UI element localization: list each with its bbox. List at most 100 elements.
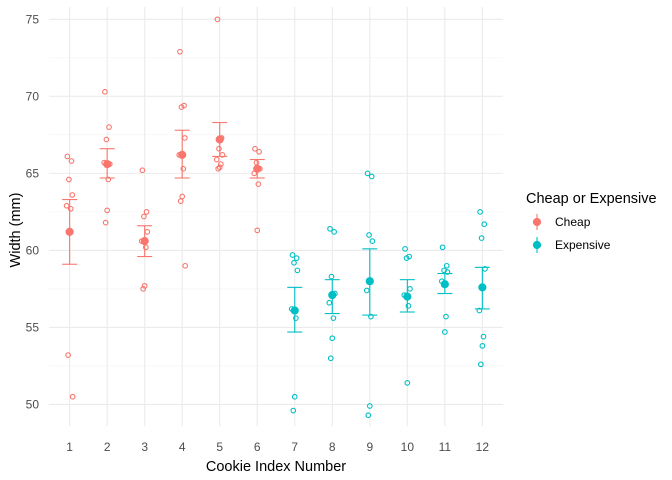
data-point xyxy=(291,259,297,266)
data-point xyxy=(479,343,486,349)
legend-key-point xyxy=(532,240,542,250)
data-point xyxy=(177,198,184,204)
data-point xyxy=(105,176,112,183)
data-point xyxy=(141,282,148,289)
mean-point xyxy=(140,237,149,246)
data-point xyxy=(477,209,483,215)
data-point xyxy=(439,244,446,251)
data-point xyxy=(254,227,261,234)
mean-point xyxy=(365,277,374,286)
data-point xyxy=(139,167,146,174)
data-point xyxy=(478,235,485,241)
mean-point xyxy=(478,283,487,292)
data-point xyxy=(102,88,108,95)
mean-point xyxy=(403,292,412,301)
data-point xyxy=(404,380,411,386)
data-point xyxy=(364,170,371,177)
data-point xyxy=(293,255,300,261)
data-point xyxy=(103,136,110,143)
data-point xyxy=(67,205,74,212)
x-tick-label: 2 xyxy=(104,440,111,454)
data-point xyxy=(443,313,449,320)
data-point xyxy=(143,209,150,215)
data-point xyxy=(216,145,222,152)
mean-point xyxy=(253,164,262,173)
data-point xyxy=(327,225,333,232)
data-point xyxy=(140,286,147,292)
data-point xyxy=(294,267,301,274)
legend-label: Expensive xyxy=(555,238,611,252)
x-tick-label: 9 xyxy=(366,440,373,454)
data-point xyxy=(180,165,187,172)
data-point xyxy=(402,245,408,252)
data-point xyxy=(213,156,220,163)
mean-point xyxy=(290,306,299,315)
y-tick-label: 55 xyxy=(26,320,40,334)
data-point xyxy=(215,165,222,172)
data-point xyxy=(68,158,75,164)
y-tick-labels: 50 55 60 65 70 75 xyxy=(26,12,40,411)
x-tick-label: 4 xyxy=(179,440,186,454)
data-point xyxy=(291,393,298,400)
data-point xyxy=(252,145,258,152)
data-point xyxy=(182,262,189,269)
data-point xyxy=(368,313,374,320)
x-tick-label: 1 xyxy=(66,440,73,454)
data-point xyxy=(214,16,221,23)
mean-point xyxy=(440,280,449,289)
x-tick-label: 7 xyxy=(291,440,298,454)
data-point xyxy=(481,221,488,228)
legend: Cheap or Expensive Cheap Expensive xyxy=(526,191,657,253)
y-tick-label: 75 xyxy=(26,12,40,26)
data-point xyxy=(64,153,71,160)
data-point xyxy=(141,213,147,220)
data-point xyxy=(330,315,337,322)
data-point xyxy=(69,192,76,198)
data-point xyxy=(368,173,375,180)
legend-title: Cheap or Expensive xyxy=(526,191,657,207)
data-point xyxy=(476,307,483,314)
data-point xyxy=(65,352,71,358)
data-point xyxy=(178,104,185,110)
y-tick-label: 60 xyxy=(26,243,40,257)
x-tick-label: 6 xyxy=(254,440,261,454)
data-point xyxy=(289,252,296,258)
legend-label: Cheap xyxy=(555,215,591,229)
data-point xyxy=(365,412,372,419)
y-tick-label: 70 xyxy=(26,89,40,103)
mean-point xyxy=(215,135,224,144)
data-point xyxy=(369,238,376,244)
grid-minor xyxy=(49,57,503,367)
legend-entries: Cheap Expensive xyxy=(532,214,611,253)
data-point xyxy=(217,161,224,167)
y-axis-title: Width (mm) xyxy=(8,193,24,268)
data-point xyxy=(444,269,451,275)
data-point xyxy=(329,335,336,342)
data-point xyxy=(290,407,297,414)
data-point xyxy=(102,219,109,226)
data-point xyxy=(181,135,188,141)
data-point xyxy=(403,255,410,261)
data-point xyxy=(63,202,70,209)
data-point xyxy=(331,229,338,235)
mean-point xyxy=(178,150,187,159)
x-tick-label: 11 xyxy=(439,440,452,454)
x-tick-labels: 1 2 3 4 5 6 7 8 9 10 11 12 xyxy=(66,440,489,454)
data-point xyxy=(405,302,412,309)
y-tick-label: 65 xyxy=(26,166,40,180)
data-point xyxy=(441,329,448,335)
data-point xyxy=(478,361,484,368)
mean-point xyxy=(103,160,112,169)
data-point xyxy=(366,403,373,409)
x-tick-label: 12 xyxy=(476,440,490,454)
chart-marks xyxy=(62,16,490,419)
data-point xyxy=(216,164,223,171)
x-axis-title: Cookie Index Number xyxy=(206,459,346,475)
data-point xyxy=(326,299,333,306)
grid-major xyxy=(49,7,503,426)
mean-point xyxy=(328,290,337,300)
data-point xyxy=(104,207,111,214)
data-point xyxy=(327,355,334,362)
data-point xyxy=(106,124,112,131)
